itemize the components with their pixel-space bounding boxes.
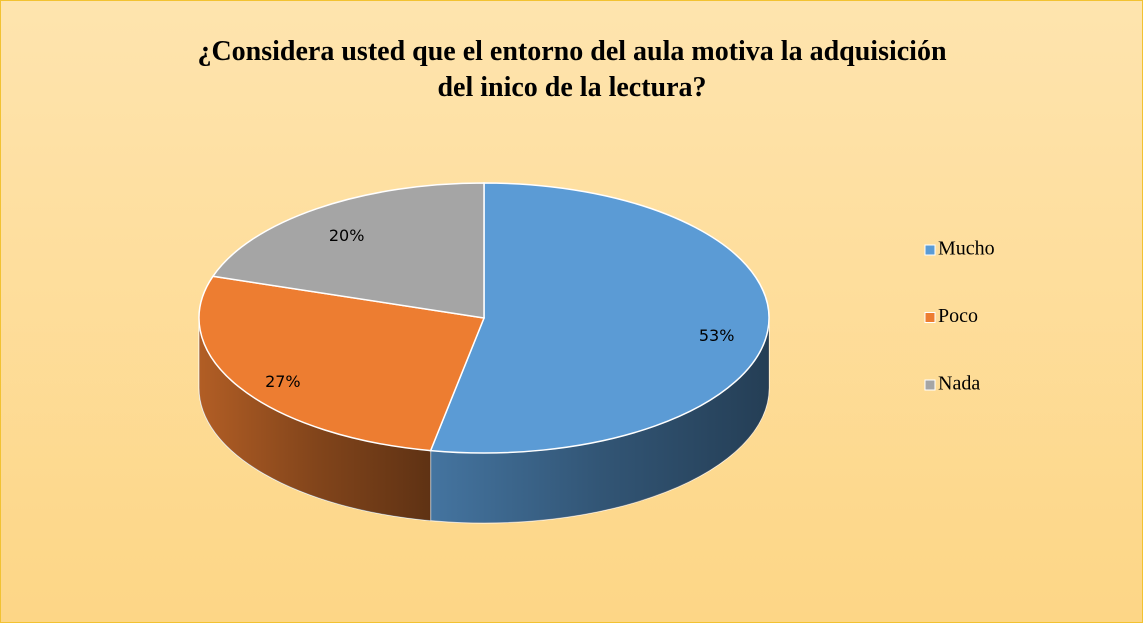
legend-swatch	[924, 312, 936, 323]
legend-label: Poco	[938, 305, 978, 327]
legend-label: Mucho	[938, 238, 995, 260]
slice	[211, 182, 485, 319]
slice	[198, 275, 486, 452]
data-label: 53%	[699, 326, 735, 345]
legend-label: Nada	[938, 373, 980, 395]
legend-swatch	[924, 244, 936, 256]
chart-title: del inico de la lectura?	[437, 72, 706, 103]
slice-side-shade	[198, 318, 431, 521]
slice-side-shade	[430, 318, 769, 523]
slice	[429, 182, 770, 454]
legend-swatch	[924, 379, 936, 391]
data-label: 27%	[265, 372, 301, 391]
data-label: 20%	[329, 226, 365, 245]
chart-title: ¿Considera usted que el entorno del aula…	[197, 36, 947, 67]
